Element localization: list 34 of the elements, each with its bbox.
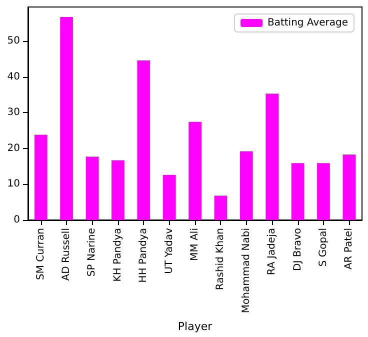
bar: [214, 196, 228, 220]
x-tick-label: Rashid Khan: [215, 228, 226, 290]
x-tick-label: UT Yadav: [164, 228, 175, 274]
x-tick-label: AR Patel: [344, 228, 355, 270]
y-tick-label: 30: [7, 107, 20, 118]
bar: [34, 134, 48, 220]
y-tick-label: 40: [7, 71, 20, 82]
x-tick-label: MM Ali: [190, 228, 200, 261]
x-tick-label: KH Pandya: [112, 228, 124, 282]
x-tick-label: HH Pandya: [138, 228, 150, 283]
bar: [342, 154, 356, 220]
bar: [112, 160, 124, 220]
bar: [162, 174, 176, 220]
bar: [86, 156, 99, 220]
y-tick-label: 0: [14, 214, 20, 226]
legend-label: Batting Average: [267, 18, 348, 28]
x-tick-label: S Gopal: [318, 228, 329, 267]
bar: [60, 17, 73, 220]
x-tick-label: SM Curran: [35, 228, 46, 280]
bar: [240, 151, 253, 220]
y-tick-label: 10: [7, 178, 20, 190]
x-tick-label: RA Jadeja: [266, 228, 278, 276]
x-axis-title: Player: [178, 320, 213, 333]
y-tick-label: 20: [7, 142, 20, 154]
x-tick-label: AD Russell: [61, 228, 72, 281]
bar: [266, 94, 278, 220]
y-tick-label: 50: [7, 36, 20, 47]
bar: [188, 122, 202, 220]
bar: [291, 163, 304, 220]
x-tick-label: SP Narine: [86, 228, 98, 277]
bar: [137, 60, 150, 220]
x-tick-label: Mohammad Nabi: [240, 228, 252, 314]
bar: [317, 163, 330, 220]
x-tick-label: DJ Bravo: [292, 228, 304, 271]
